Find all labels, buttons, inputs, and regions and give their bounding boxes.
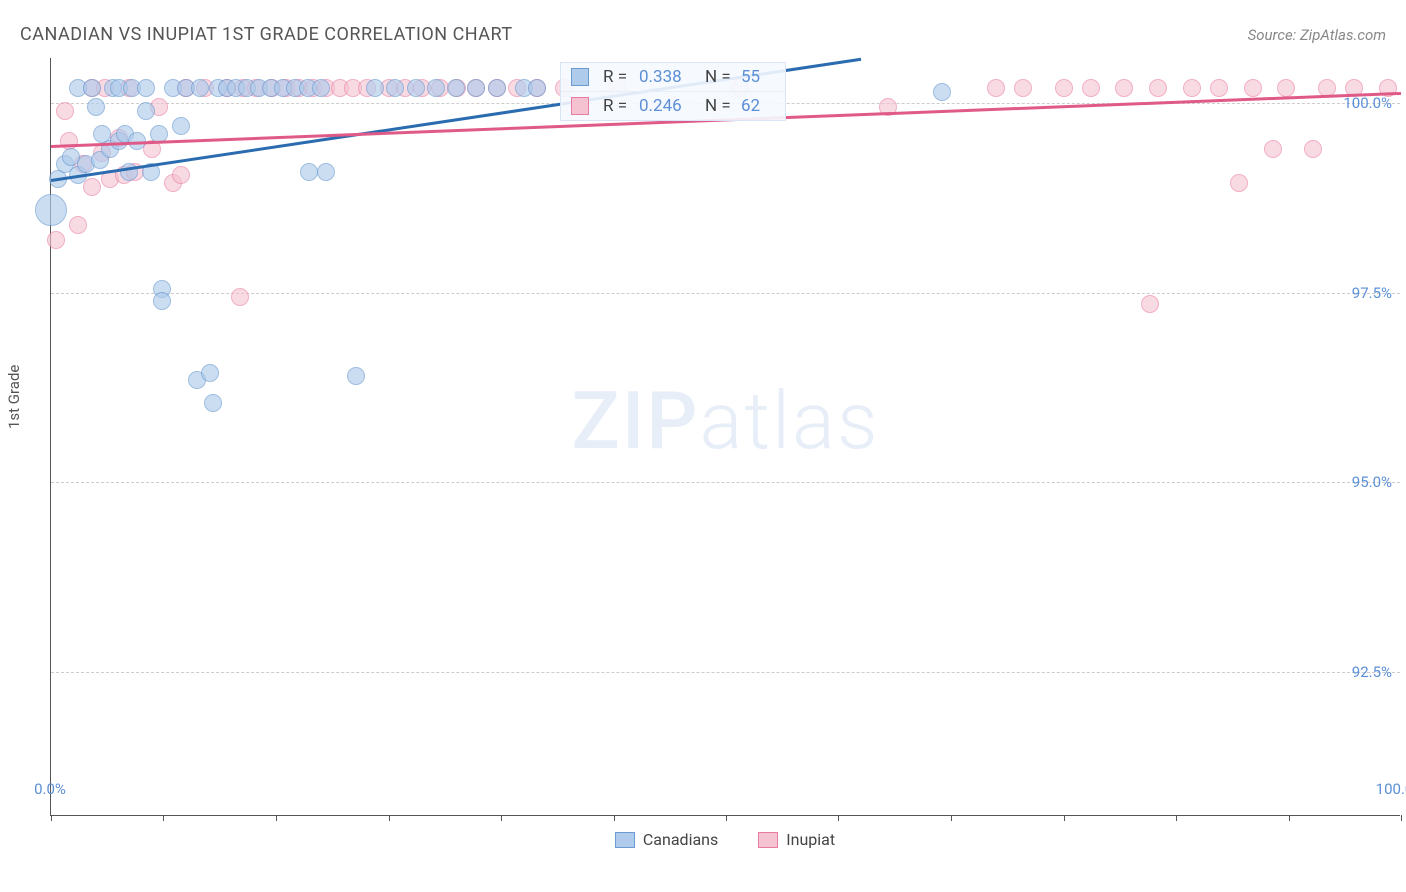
r-label: R = [603, 96, 633, 116]
canadians-point [488, 79, 506, 97]
y-tick-label: 97.5% [1352, 284, 1392, 302]
r-label: R = [603, 67, 633, 87]
chart-source: Source: ZipAtlas.com [1248, 26, 1386, 44]
x-tick [614, 815, 615, 821]
canadians-point [366, 79, 384, 97]
canadians-point [447, 79, 465, 97]
inupiat-point [1277, 79, 1295, 97]
correlation-stats-box: R = 0.338 N = 55 R = 0.246 N = 62 [560, 62, 786, 121]
chart-title: CANADIAN VS INUPIAT 1ST GRADE CORRELATIO… [20, 24, 513, 45]
canadians-point [386, 79, 404, 97]
n-value: 62 [741, 96, 775, 116]
canadians-point [427, 79, 445, 97]
inupiat-point [1141, 295, 1159, 313]
watermark: ZIPatlas [572, 374, 880, 468]
canadians-point [201, 364, 219, 382]
inupiat-point [1183, 79, 1201, 97]
inupiat-point [1115, 79, 1133, 97]
y-tick-label: 95.0% [1352, 473, 1392, 491]
canadians-point [312, 79, 330, 97]
inupiat-point [1230, 174, 1248, 192]
x-tick [163, 815, 164, 821]
inupiat-point [1014, 79, 1032, 97]
inupiat-point [1055, 79, 1073, 97]
inupiat-point [69, 216, 87, 234]
inupiat-point [1082, 79, 1100, 97]
inupiat-point [172, 166, 190, 184]
x-tick [726, 815, 727, 821]
x-tick [389, 815, 390, 821]
inupiat-point [1304, 140, 1322, 158]
n-value: 55 [741, 67, 775, 87]
x-tick [838, 815, 839, 821]
r-value: 0.338 [639, 67, 699, 87]
y-tick-label: 100.0% [1343, 94, 1392, 112]
canadians-point [83, 79, 101, 97]
canadians-point [528, 79, 546, 97]
r-value: 0.246 [639, 96, 699, 116]
stats-row: R = 0.246 N = 62 [561, 92, 785, 120]
scatter-plot-area: ZIPatlas 92.5% 95.0% 97.5% 100.0% [50, 58, 1400, 816]
x-tick [1289, 815, 1290, 821]
legend-label: Canadians [643, 830, 718, 849]
gridline [51, 293, 1400, 294]
canadians-point [35, 194, 67, 226]
canadians-point [191, 79, 209, 97]
canadians-point [137, 79, 155, 97]
y-axis-label: 1st Grade [5, 365, 23, 429]
x-tick [1176, 815, 1177, 821]
legend: Canadians Inupiat [50, 830, 1400, 849]
x-tick [501, 815, 502, 821]
x-tick [51, 815, 52, 821]
n-label: N = [705, 67, 735, 87]
y-tick-label: 92.5% [1352, 663, 1392, 681]
gridline [51, 482, 1400, 483]
canadians-point [87, 98, 105, 116]
legend-swatch [758, 832, 778, 848]
inupiat-point [1264, 140, 1282, 158]
x-tick [276, 815, 277, 821]
x-tick [1401, 815, 1402, 821]
canadians-point [933, 83, 951, 101]
x-tick-label: 0.0% [34, 780, 66, 798]
canadians-point [467, 79, 485, 97]
inupiat-point [1149, 79, 1167, 97]
inupiat-point [1244, 79, 1262, 97]
series-swatch [571, 68, 589, 86]
legend-label: Inupiat [786, 830, 835, 849]
canadians-point [300, 163, 318, 181]
inupiat-point [56, 102, 74, 120]
canadians-point [137, 102, 155, 120]
gridline [51, 672, 1400, 673]
canadians-point [407, 79, 425, 97]
x-tick [1064, 815, 1065, 821]
legend-swatch [615, 832, 635, 848]
legend-item: Canadians [615, 830, 718, 849]
canadians-point [317, 163, 335, 181]
canadians-point [204, 394, 222, 412]
canadians-point [153, 292, 171, 310]
inupiat-point [987, 79, 1005, 97]
legend-item: Inupiat [758, 830, 835, 849]
inupiat-point [1210, 79, 1228, 97]
canadians-point [347, 367, 365, 385]
series-swatch [571, 97, 589, 115]
stats-row: R = 0.338 N = 55 [561, 63, 785, 92]
canadians-point [172, 117, 190, 135]
n-label: N = [705, 96, 735, 116]
x-tick-label: 100.0% [1376, 780, 1406, 798]
inupiat-point [231, 288, 249, 306]
chart-header: CANADIAN VS INUPIAT 1ST GRADE CORRELATIO… [20, 24, 1386, 45]
inupiat-point [47, 231, 65, 249]
x-tick [951, 815, 952, 821]
